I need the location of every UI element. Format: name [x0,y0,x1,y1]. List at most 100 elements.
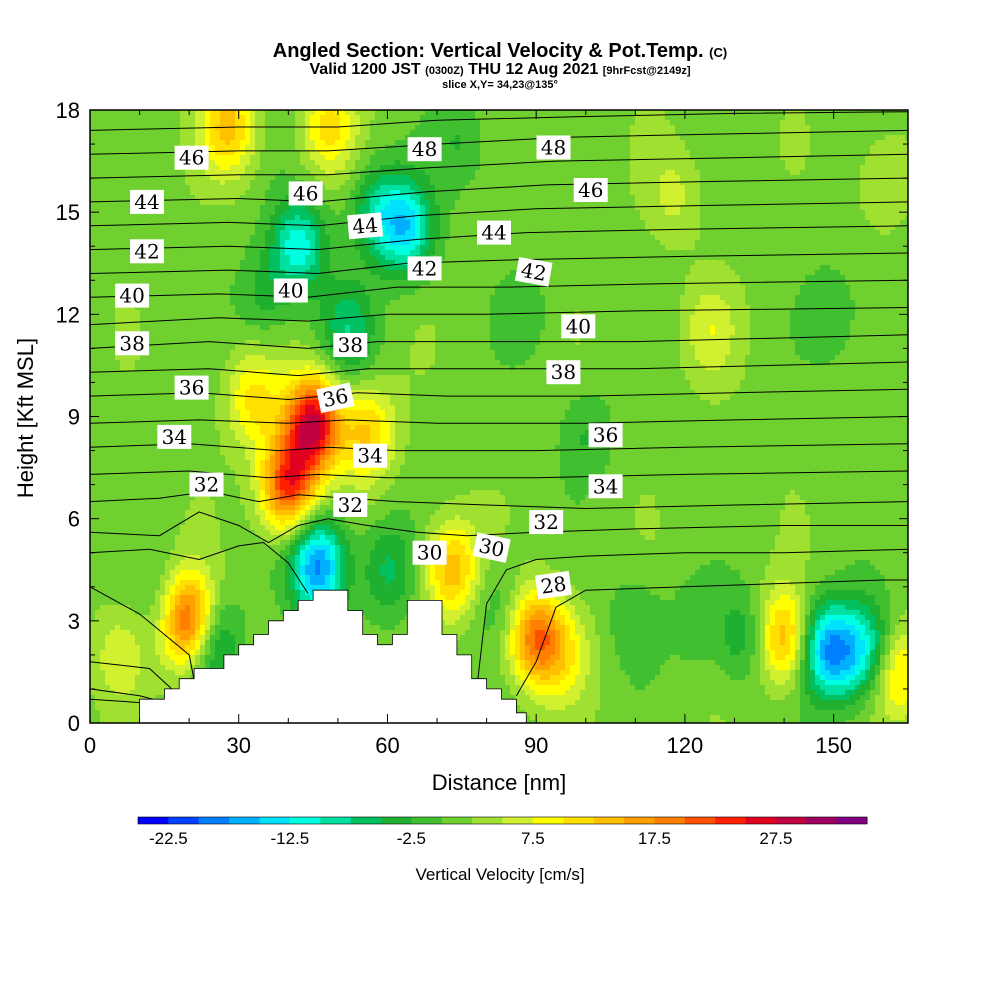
velocity-cell [840,240,846,246]
velocity-cell [850,180,856,186]
velocity-cell [540,195,546,201]
velocity-cell [875,160,881,166]
velocity-cell [805,210,811,216]
velocity-cell [185,235,191,241]
velocity-cell [815,240,821,246]
velocity-cell [575,125,581,131]
velocity-cell [615,110,621,116]
velocity-cell [645,195,651,201]
velocity-cell [290,215,296,221]
velocity-cell [240,170,246,176]
velocity-cell [690,120,696,126]
velocity-cell [290,145,296,151]
velocity-cell [505,155,511,161]
velocity-cell [505,165,511,171]
velocity-cell [710,120,716,126]
velocity-cell [385,130,391,136]
velocity-cell [240,125,246,131]
velocity-cell [260,205,266,211]
velocity-cell [365,235,371,241]
velocity-cell [425,120,431,126]
velocity-cell [785,145,791,151]
velocity-cell [760,135,766,141]
velocity-cell [720,125,726,131]
velocity-cell [230,120,236,126]
velocity-cell [235,245,241,251]
velocity-cell [580,165,586,171]
velocity-cell [420,215,426,221]
velocity-cell [115,215,121,221]
velocity-cell [500,255,506,261]
velocity-cell [260,115,266,121]
velocity-cell [740,125,746,131]
velocity-cell [735,140,741,146]
velocity-cell [835,170,841,176]
velocity-cell [905,165,908,171]
velocity-cell [160,185,166,191]
velocity-cell [425,230,431,236]
velocity-cell [480,155,486,161]
velocity-cell [170,155,176,161]
velocity-cell [795,215,801,221]
velocity-cell [790,180,796,186]
velocity-cell [420,190,426,196]
velocity-cell [290,175,296,181]
velocity-cell [750,115,756,121]
velocity-cell [460,190,466,196]
velocity-cell [315,165,321,171]
velocity-cell [555,180,561,186]
velocity-cell [315,205,321,211]
velocity-cell [550,210,556,216]
velocity-cell [675,230,681,236]
velocity-cell [250,125,256,131]
velocity-cell [270,215,276,221]
velocity-cell [540,230,546,236]
velocity-cell [680,150,686,156]
velocity-cell [115,210,121,216]
velocity-cell [330,170,336,176]
velocity-cell [250,155,256,161]
velocity-cell [890,110,896,116]
velocity-cell [865,170,871,176]
velocity-cell [610,155,616,161]
velocity-cell [675,165,681,171]
velocity-cell [750,160,756,166]
velocity-cell [860,190,866,196]
velocity-cell [405,220,411,226]
velocity-cell [220,200,226,206]
velocity-cell [165,240,171,246]
velocity-cell [355,125,361,131]
velocity-cell [125,140,131,146]
velocity-cell [330,195,336,201]
velocity-cell [595,125,601,131]
velocity-cell [555,175,561,181]
velocity-cell [295,260,301,266]
velocity-cell [625,115,631,121]
velocity-cell [250,240,256,246]
velocity-cell [735,250,741,256]
velocity-cell [590,170,596,176]
velocity-cell [775,205,781,211]
velocity-cell [630,140,636,146]
velocity-cell [735,210,741,216]
velocity-cell [850,240,856,246]
velocity-cell [400,220,406,226]
velocity-cell [425,235,431,241]
velocity-cell [895,185,901,191]
velocity-cell [305,145,311,151]
velocity-cell [610,225,616,231]
velocity-cell [390,115,396,121]
velocity-cell [130,185,136,191]
velocity-cell [215,115,221,121]
velocity-cell [260,125,266,131]
velocity-cell [305,255,311,261]
velocity-cell [615,200,621,206]
velocity-cell [485,190,491,196]
velocity-cell [600,150,606,156]
velocity-cell [720,185,726,191]
velocity-cell [450,255,456,261]
velocity-cell [485,135,491,141]
velocity-cell [725,245,731,251]
velocity-cell [855,210,861,216]
velocity-cell [870,210,876,216]
